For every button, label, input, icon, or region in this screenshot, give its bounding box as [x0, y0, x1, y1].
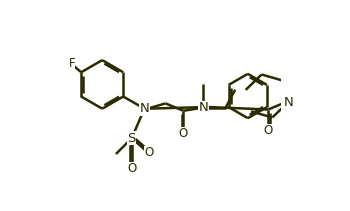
Text: O: O	[264, 124, 273, 137]
Text: S: S	[127, 132, 136, 145]
Text: F: F	[68, 57, 75, 70]
Text: N: N	[284, 96, 293, 109]
Text: N: N	[140, 102, 149, 115]
Text: O: O	[144, 146, 153, 160]
Text: N: N	[198, 101, 208, 114]
Text: O: O	[179, 127, 188, 141]
Text: O: O	[127, 162, 136, 175]
